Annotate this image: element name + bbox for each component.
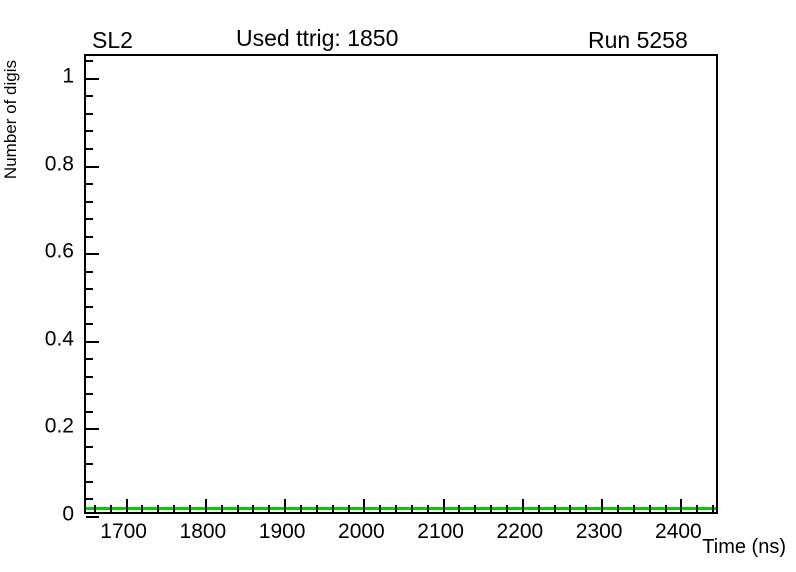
x-tick-minor [189,505,192,512]
y-tick-minor [86,200,93,203]
x-tick-major [680,499,683,512]
y-tick-label: 0.6 [44,239,74,263]
y-tick-label: 0.2 [44,414,74,438]
y-tick-minor [86,148,93,150]
superlayer-label: SL2 [92,27,133,53]
y-tick-major [86,77,99,80]
y-tick-minor [86,60,93,63]
x-tick-major [284,499,287,512]
x-tick-label: 1700 [100,520,147,543]
y-tick-label: 0 [62,502,74,526]
y-tick-minor [86,235,93,238]
y-tick-minor [86,480,93,483]
x-tick-minor [537,505,540,512]
x-tick-major [601,499,604,512]
x-tick-minor [426,505,429,512]
y-tick-minor [86,393,93,396]
y-tick-minor [86,410,93,413]
x-tick-minor [490,505,493,512]
x-tick-minor [616,505,619,512]
y-tick-major [86,253,99,256]
x-tick-major [125,499,128,512]
x-tick-label: 2200 [496,520,544,543]
x-tick-label: 1800 [179,520,227,543]
series-line-digis [86,507,716,510]
y-tick-minor [86,218,93,221]
x-tick-label: 2300 [575,520,623,543]
y-tick-minor [86,498,93,501]
x-tick-minor [268,505,271,512]
x-tick-minor [696,505,699,512]
y-tick-label: 0.4 [44,327,74,351]
plot-title: Used ttrig: 1850 [236,25,399,51]
x-tick-minor [141,505,144,512]
y-tick-minor [86,323,93,326]
plot-frame [84,54,718,518]
x-tick-label: 2000 [338,520,385,543]
x-tick-minor [93,505,96,512]
y-tick-minor [86,130,93,133]
x-axis-title: Time (ns) [702,536,786,558]
y-tick-major [86,165,99,168]
y-tick-label: 0.8 [44,152,74,176]
x-tick-minor [395,505,398,512]
x-tick-minor [173,505,176,512]
y-tick-major [86,516,99,518]
x-tick-minor [157,505,160,512]
run-label: Run 5258 [588,27,688,53]
x-tick-minor [506,505,509,512]
x-tick-minor [347,505,350,512]
x-tick-major [521,499,524,512]
x-tick-label: 1900 [258,520,306,543]
x-tick-minor [569,505,572,512]
x-tick-minor [220,505,223,512]
y-tick-major [86,340,99,343]
x-tick-minor [236,505,239,512]
x-tick-minor [712,505,715,512]
x-tick-minor [632,505,635,512]
x-tick-major [363,499,366,512]
y-tick-major [86,428,99,431]
y-tick-minor [86,95,93,98]
x-tick-label: 2100 [417,520,464,543]
y-tick-minor [86,305,93,308]
x-tick-major [204,499,207,512]
y-tick-label: 1 [62,64,74,88]
y-tick-minor [86,183,93,186]
x-tick-major [442,499,445,512]
x-tick-minor [299,505,302,512]
y-tick-minor [86,463,93,466]
x-tick-minor [664,505,667,512]
x-tick-minor [474,505,477,512]
x-tick-minor [331,505,334,512]
x-tick-minor [252,505,255,512]
y-tick-minor [86,288,93,291]
y-tick-minor [86,358,93,361]
x-tick-minor [315,505,318,512]
x-tick-minor [379,505,382,512]
x-tick-minor [410,505,413,512]
x-tick-minor [109,505,112,512]
x-tick-minor [458,505,461,512]
y-tick-minor [86,445,93,448]
x-tick-minor [648,505,651,512]
y-axis-title: Number of digis [1,60,20,180]
y-tick-minor [86,375,93,378]
y-tick-minor [86,270,93,273]
x-tick-label: 2400 [655,520,702,543]
y-tick-minor [86,112,93,115]
x-tick-minor [553,505,556,512]
x-tick-minor [585,505,588,512]
